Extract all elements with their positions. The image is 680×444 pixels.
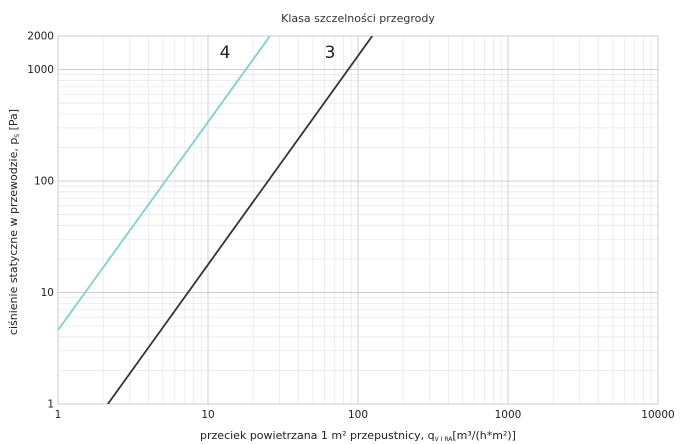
x-tick-label: 10 bbox=[201, 409, 214, 421]
series-label-3: 3 bbox=[325, 43, 336, 63]
y-tick-label: 1 bbox=[47, 399, 54, 411]
y-tick-label: 10 bbox=[41, 287, 54, 299]
plot-area bbox=[57, 35, 659, 405]
x-tick-labels: 1 10 100 1000 10000 bbox=[55, 409, 675, 421]
x-tick-label: 100 bbox=[348, 409, 368, 421]
series-label-4: 4 bbox=[220, 43, 231, 63]
x-tick-label: 1 bbox=[55, 409, 62, 421]
chart-title: Klasa szczelności przegrody bbox=[281, 12, 435, 25]
series-group bbox=[58, 36, 374, 404]
y-tick-labels: 1 10 100 1000 2000 bbox=[27, 31, 54, 411]
y-axis-label: ciśnienie statyczne w przewodzie, pS [Pa… bbox=[7, 109, 21, 335]
x-tick-label: 1000 bbox=[495, 409, 522, 421]
series-line-4 bbox=[58, 36, 271, 331]
x-axis-label: przeciek powietrzana 1 m² przepustnicy, … bbox=[200, 429, 516, 443]
grid bbox=[58, 36, 658, 404]
series-line-3 bbox=[107, 36, 374, 404]
y-tick-label: 2000 bbox=[27, 31, 54, 43]
y-tick-label: 1000 bbox=[27, 64, 54, 76]
y-tick-label: 100 bbox=[34, 176, 54, 188]
x-tick-label: 10000 bbox=[641, 409, 674, 421]
